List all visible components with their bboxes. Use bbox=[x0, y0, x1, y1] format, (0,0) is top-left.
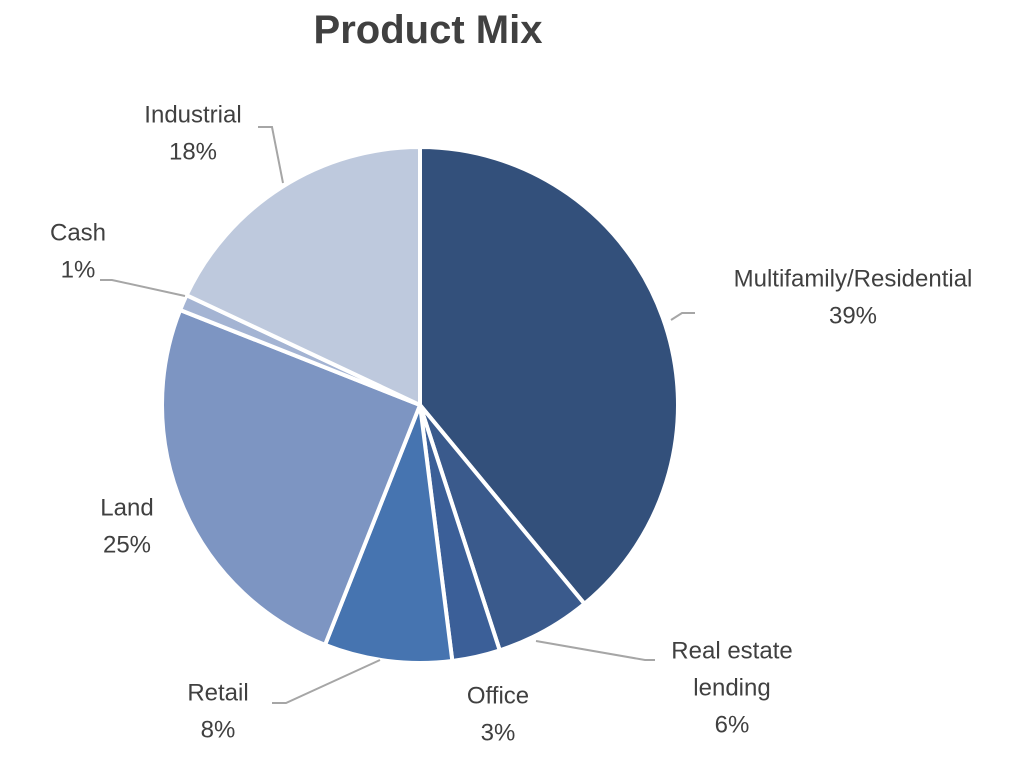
data-label-value-land: 25% bbox=[103, 531, 151, 558]
data-label-category-multifamily-residential: Multifamily/Residential bbox=[734, 265, 973, 292]
data-label-value-real-estate-lending: 6% bbox=[715, 711, 750, 738]
pie-slice-land bbox=[160, 308, 422, 647]
data-label-category-industrial: Industrial bbox=[144, 101, 241, 128]
pie-slice-industrial bbox=[184, 145, 422, 407]
data-label-category-real-estate-lending: lending bbox=[693, 674, 770, 701]
data-label-value-cash: 1% bbox=[61, 256, 96, 283]
chart-title: Product Mix bbox=[313, 8, 543, 52]
leader-line-retail bbox=[272, 659, 381, 704]
data-label-value-office: 3% bbox=[481, 719, 516, 746]
pie-slice-multifamily-residential bbox=[418, 145, 680, 606]
data-label-category-land: Land bbox=[100, 494, 153, 521]
leader-line-industrial bbox=[258, 126, 284, 184]
data-label-value-industrial: 18% bbox=[169, 138, 217, 165]
data-label-value-retail: 8% bbox=[201, 716, 236, 743]
data-label-category-office: Office bbox=[467, 682, 529, 709]
pie-slice-retail bbox=[323, 403, 455, 665]
data-label-value-multifamily-residential: 39% bbox=[829, 302, 877, 329]
leader-line-multifamily-residential bbox=[670, 312, 695, 321]
leader-line-real-estate-lending bbox=[535, 640, 655, 661]
data-label-category-cash: Cash bbox=[50, 219, 106, 246]
data-label-category-real-estate-lending: Real estate bbox=[671, 637, 792, 664]
leader-line-cash bbox=[100, 279, 186, 297]
data-label-category-retail: Retail bbox=[187, 679, 248, 706]
